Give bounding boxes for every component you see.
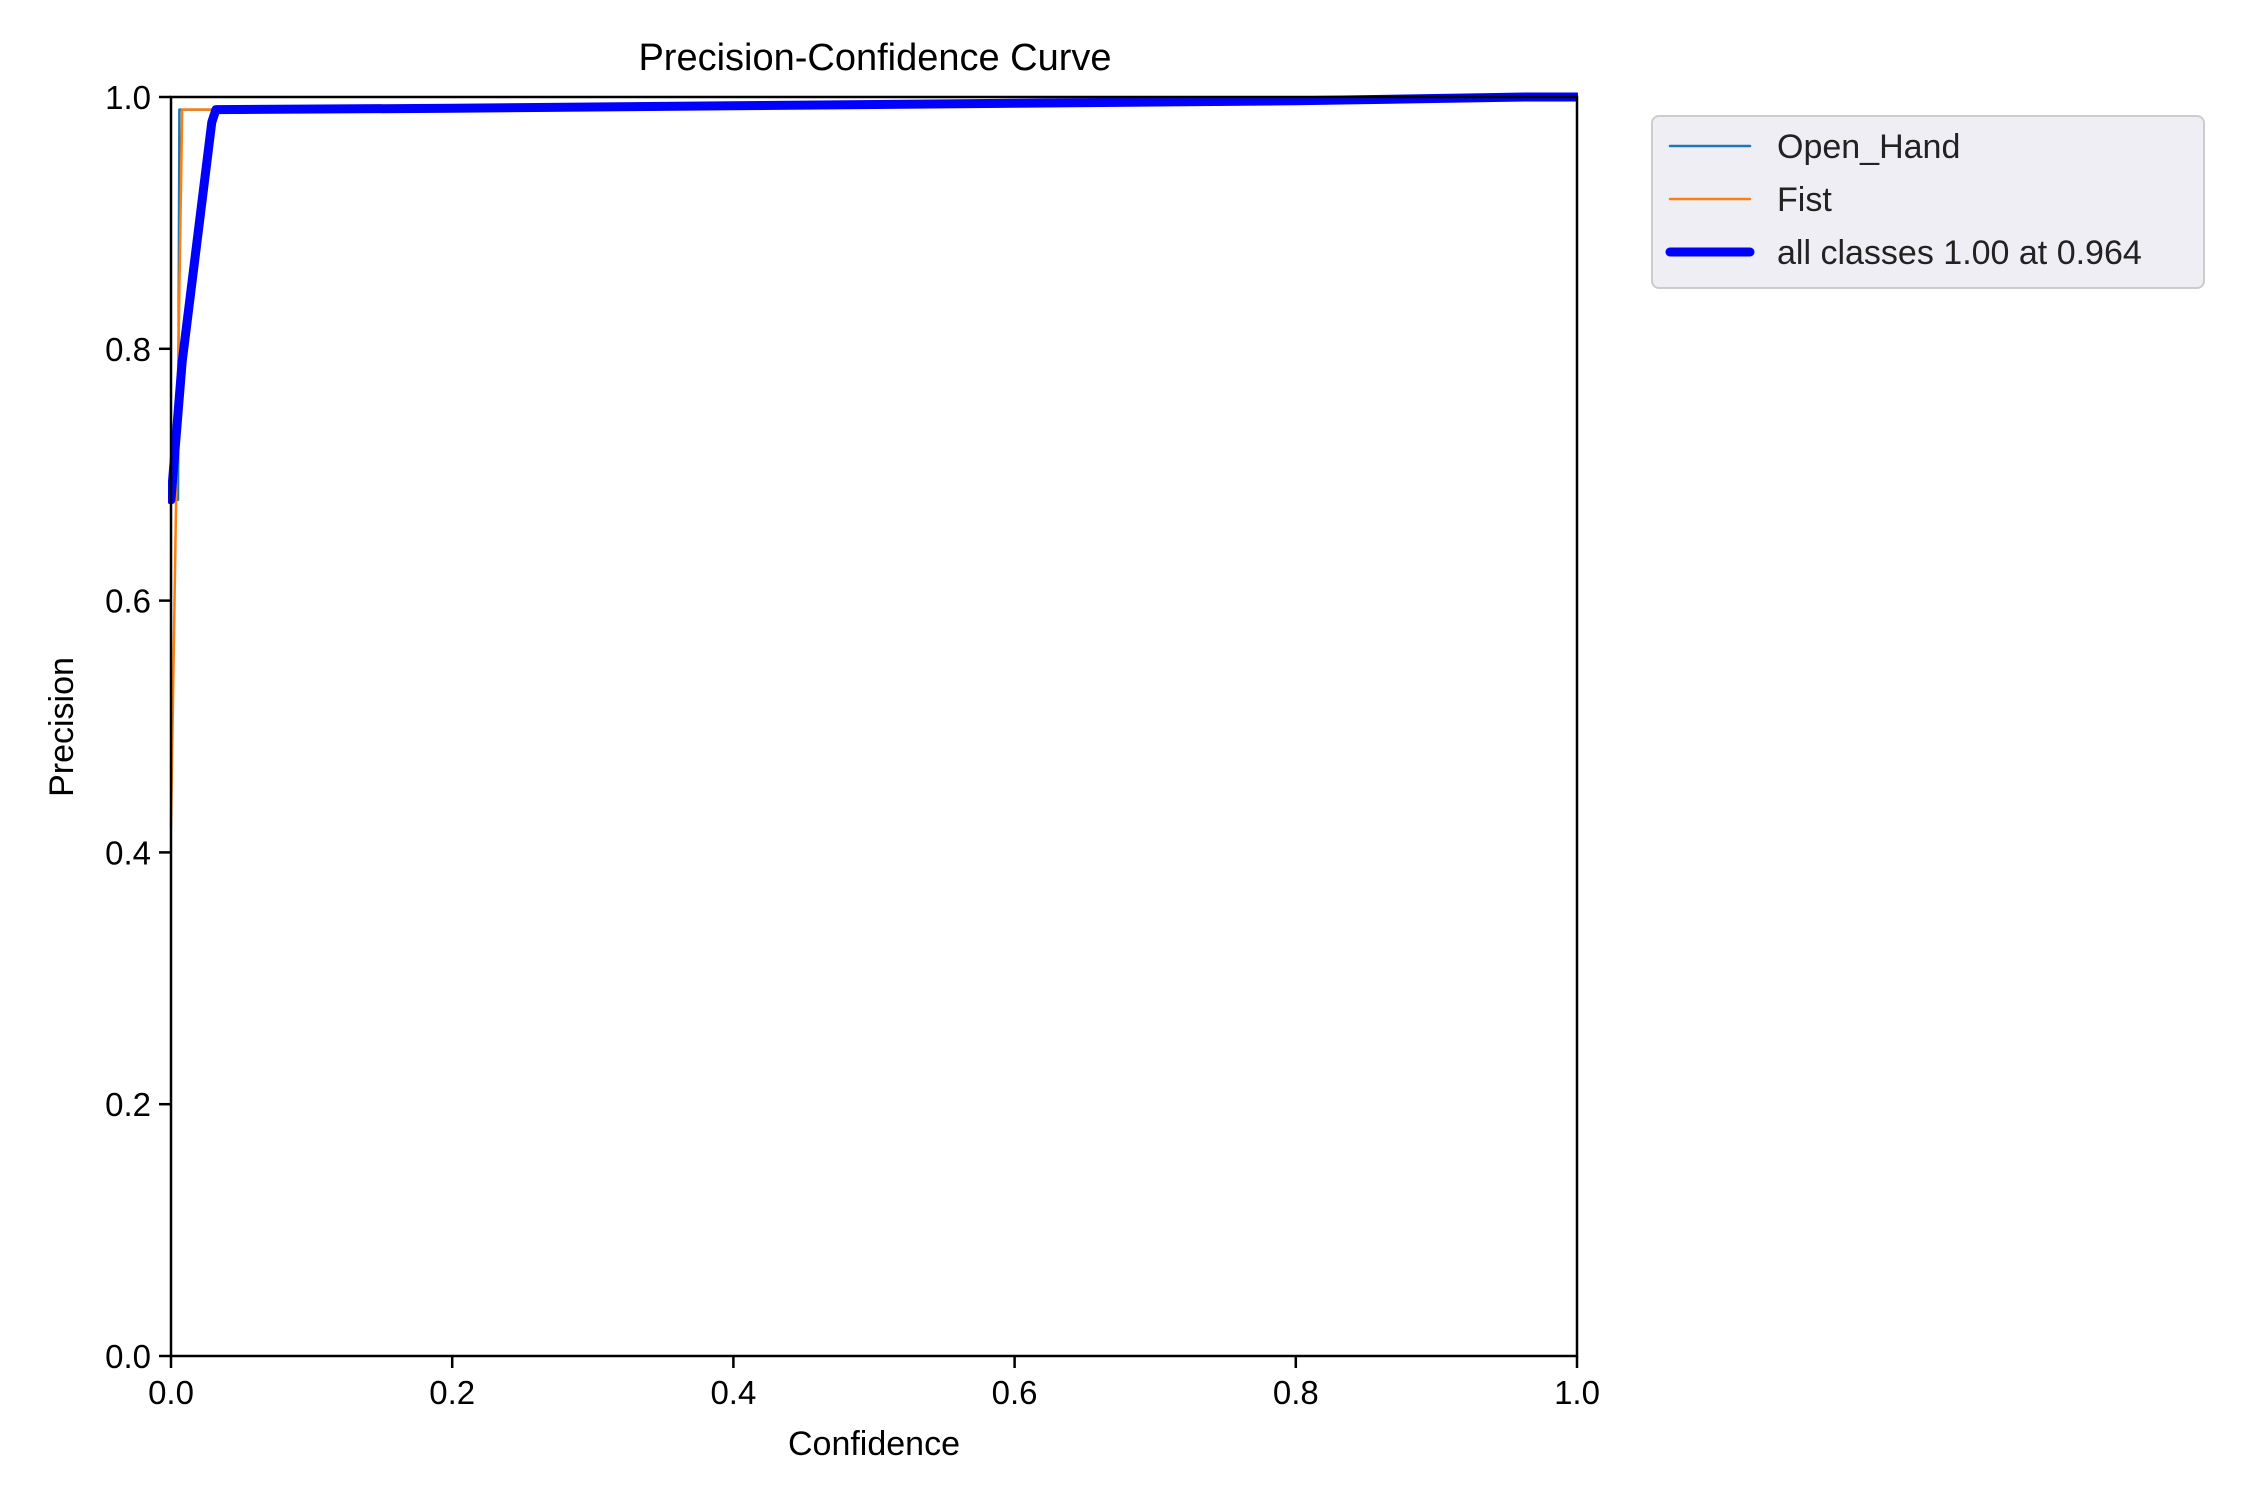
legend: Open_Hand Fist all classes 1.00 at 0.964 xyxy=(1651,115,2205,289)
y-axis-label: Precision xyxy=(43,657,81,797)
y-tick-label: 0.6 xyxy=(105,583,151,620)
y-axis: 0.0 0.2 0.4 0.6 0.8 1.0 xyxy=(105,79,171,1375)
x-tick-label: 0.6 xyxy=(992,1374,1038,1411)
x-tick-label: 0.8 xyxy=(1273,1374,1319,1411)
legend-label-2: all classes 1.00 at 0.964 xyxy=(1777,234,2142,272)
series-layer xyxy=(168,92,1578,829)
y-tick-label: 0.4 xyxy=(105,834,151,871)
y-tick-label: 0.2 xyxy=(105,1086,151,1123)
x-tick-label: 1.0 xyxy=(1554,1374,1600,1411)
x-axis-label: Confidence xyxy=(788,1425,960,1463)
y-tick-label: 0.0 xyxy=(105,1338,151,1375)
y-tick-label: 1.0 xyxy=(105,79,151,116)
series-line-2 xyxy=(168,92,1578,505)
plot-area xyxy=(168,92,1579,1358)
y-tick-label: 0.8 xyxy=(105,331,151,368)
x-tick-label: 0.0 xyxy=(148,1374,194,1411)
legend-label-0: Open_Hand xyxy=(1777,128,1960,166)
plot-frame xyxy=(169,95,1579,1358)
x-axis: 0.0 0.2 0.4 0.6 0.8 1.0 xyxy=(148,1356,1600,1411)
legend-label-1: Fist xyxy=(1777,181,1832,219)
x-tick-label: 0.2 xyxy=(429,1374,475,1411)
x-tick-label: 0.4 xyxy=(710,1374,756,1411)
chart-title: Precision-Confidence Curve xyxy=(638,37,1111,79)
legend-box xyxy=(1651,115,2205,289)
